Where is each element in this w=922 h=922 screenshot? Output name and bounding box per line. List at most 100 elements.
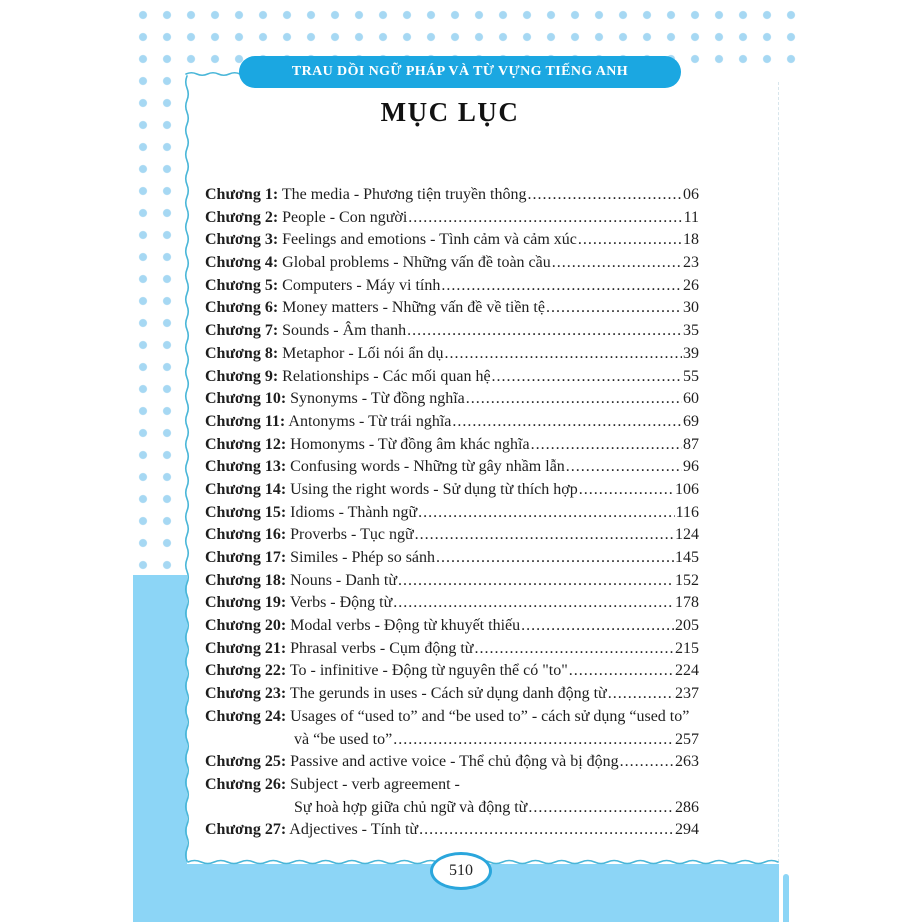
toc-entry-label: Chương 27: (205, 821, 287, 839)
series-title-text: TRAU DỒI NGỮ PHÁP VÀ TỪ VỰNG TIẾNG ANH (291, 64, 629, 79)
toc-entry-page: 23 (683, 254, 699, 272)
toc-entry: Chương 24: Usages of “used to” and “be u… (205, 706, 699, 729)
toc-entry-title: The media - Phương tiện truyền thông (278, 186, 527, 203)
dot-leader (415, 524, 674, 547)
dot-leader (528, 184, 683, 207)
toc-entry-page: 96 (683, 458, 699, 476)
toc-entry-page: 205 (675, 617, 699, 635)
toc-entry-title: Idioms - Thành ngữ (286, 503, 418, 521)
dot-leader (528, 797, 674, 820)
toc-entry: Chương 25: Passive and active voice - Th… (205, 751, 699, 774)
toc-entry: Chương 14: Using the right words - Sử dụ… (205, 479, 699, 502)
toc-entry-title: Similes - Phép so sánh (286, 549, 436, 566)
toc-entry-title: Sounds - Âm thanh (278, 322, 407, 340)
toc-entry-title: Nouns - Danh từ (286, 571, 398, 589)
toc-entry-label: Chương 11: (205, 412, 286, 430)
toc-entry-title: The gerunds in uses - Cách sử dụng danh … (286, 685, 607, 703)
toc-entry-title: Feelings and emotions - Tình cảm và cảm … (278, 231, 577, 249)
toc-entry-title: Global problems - Những vấn đề toàn cầu (278, 254, 551, 272)
toc-entry: Chương 15: Idioms - Thành ngữ 116 (205, 502, 699, 525)
dot-leader (441, 275, 682, 298)
toc-entry: Chương 1: The media - Phương tiện truyền… (205, 184, 699, 207)
toc-entry-label: Chương 23: (205, 685, 287, 703)
toc-entry: Chương 5: Computers - Máy vi tính 26 (205, 275, 699, 298)
toc-entry-page: 55 (683, 367, 699, 385)
toc-entry-page: 124 (675, 526, 699, 544)
toc-entry-title: Proverbs - Tục ngữ (286, 526, 414, 544)
toc-entry: Chương 13: Confusing words - Những từ gâ… (205, 456, 699, 479)
toc-entry-page: 60 (683, 390, 699, 408)
toc-entry-title: Using the right words - Sử dụng từ thích… (286, 480, 578, 498)
toc-entry-title: và “be used to” (294, 730, 393, 748)
toc-entry-label: Chương 3: (205, 231, 279, 249)
footer-blue-band-sliver (783, 874, 789, 922)
dot-leader (521, 615, 674, 638)
page-edge-line (778, 82, 779, 862)
toc-entry-label: Chương 26: (205, 775, 287, 793)
toc-entry-page: 39 (683, 344, 699, 362)
toc-entry-title: Sự hoà hợp giữa chủ ngữ và động từ (294, 798, 528, 816)
dot-leader (419, 819, 674, 842)
dot-leader (418, 502, 674, 525)
toc-entry-continuation: Sự hoà hợp giữa chủ ngữ và động từ 286 (205, 797, 699, 820)
toc-entry-title: Computers - Máy vi tính (278, 276, 441, 294)
toc-entry: Chương 4: Global problems - Những vấn đề… (205, 252, 699, 275)
toc-entry-page: 11 (683, 208, 699, 226)
page-number-text: 510 (449, 862, 473, 879)
toc-entry-label: Chương 17: (205, 549, 287, 566)
dot-leader (474, 638, 674, 661)
toc-entry: Chương 6: Money matters - Những vấn đề v… (205, 297, 699, 320)
dot-leader (569, 660, 674, 683)
dot-leader (408, 207, 682, 230)
toc-entry-page: 178 (675, 594, 699, 612)
toc-entry-page: 237 (675, 685, 699, 703)
squiggle-left (184, 75, 190, 862)
toc-entry-label: Chương 20: (205, 617, 287, 635)
toc-entry-label: Chương 19: (205, 594, 287, 612)
toc-entry: Chương 7: Sounds - Âm thanh 35 (205, 320, 699, 343)
dot-leader (552, 252, 682, 275)
toc-entry-title: Modal verbs - Động từ khuyết thiếu (286, 617, 521, 635)
toc-entry-title: Usages of “used to” and “be used to” - c… (286, 707, 690, 725)
toc-entry-title: Passive and active voice - Thể chủ động … (286, 753, 619, 771)
toc-entry-title: Phrasal verbs - Cụm động từ (286, 639, 474, 657)
dot-leader (436, 547, 674, 570)
dot-leader (466, 388, 682, 411)
toc-entry-title: Verbs - Động từ (286, 594, 393, 612)
toc-entry-title: Relationships - Các mối quan hệ (278, 367, 491, 385)
toc-entry-page: 106 (675, 480, 699, 498)
dot-leader (393, 592, 674, 615)
toc-entry-label: Chương 15: (205, 503, 287, 521)
toc-entry: Chương 3: Feelings and emotions - Tình c… (205, 229, 699, 252)
dot-leader (407, 320, 682, 343)
toc-entry-page: 263 (675, 753, 699, 771)
toc-entry-label: Chương 12: (205, 435, 287, 453)
toc-entry: Chương 8: Metaphor - Lối nói ẩn dụ 39 (205, 343, 699, 366)
dot-leader (398, 570, 674, 593)
page-title: MỤC LỤC (380, 97, 520, 127)
toc-entry-label: Chương 24: (205, 707, 287, 725)
dot-leader (578, 229, 682, 252)
toc-entry-page: 06 (683, 186, 699, 203)
toc-entry-page: 116 (675, 503, 699, 521)
dot-leader (546, 297, 682, 320)
toc-entry-title: Synonyms - Từ đồng nghĩa (286, 390, 465, 408)
dot-pattern-left (131, 70, 179, 576)
toc-entry: Chương 27: Adjectives - Tính từ 294 (205, 819, 699, 842)
toc-entry-label: Chương 14: (205, 480, 287, 498)
toc-entry-title: Subject - verb agreement - (286, 775, 460, 793)
toc-entry-title: Antonyms - Từ trái nghĩa (285, 412, 452, 430)
toc-entry-label: Chương 18: (205, 571, 287, 589)
toc-entry-page: 69 (683, 412, 699, 430)
toc-entry-label: Chương 8: (205, 344, 279, 362)
toc-entry-page: 145 (675, 549, 699, 566)
toc-entry-label: Chương 2: (205, 208, 279, 226)
toc-entry: Chương 2: People - Con người 11 (205, 207, 699, 230)
toc-entry-title: Metaphor - Lối nói ẩn dụ (278, 344, 444, 362)
toc-entry-label: Chương 13: (205, 458, 287, 476)
toc-entry-page: 224 (675, 662, 699, 680)
toc-entry: Chương 18: Nouns - Danh từ 152 (205, 570, 699, 593)
toc-entry-page: 30 (683, 299, 699, 317)
toc-entry-page: 257 (675, 730, 699, 748)
